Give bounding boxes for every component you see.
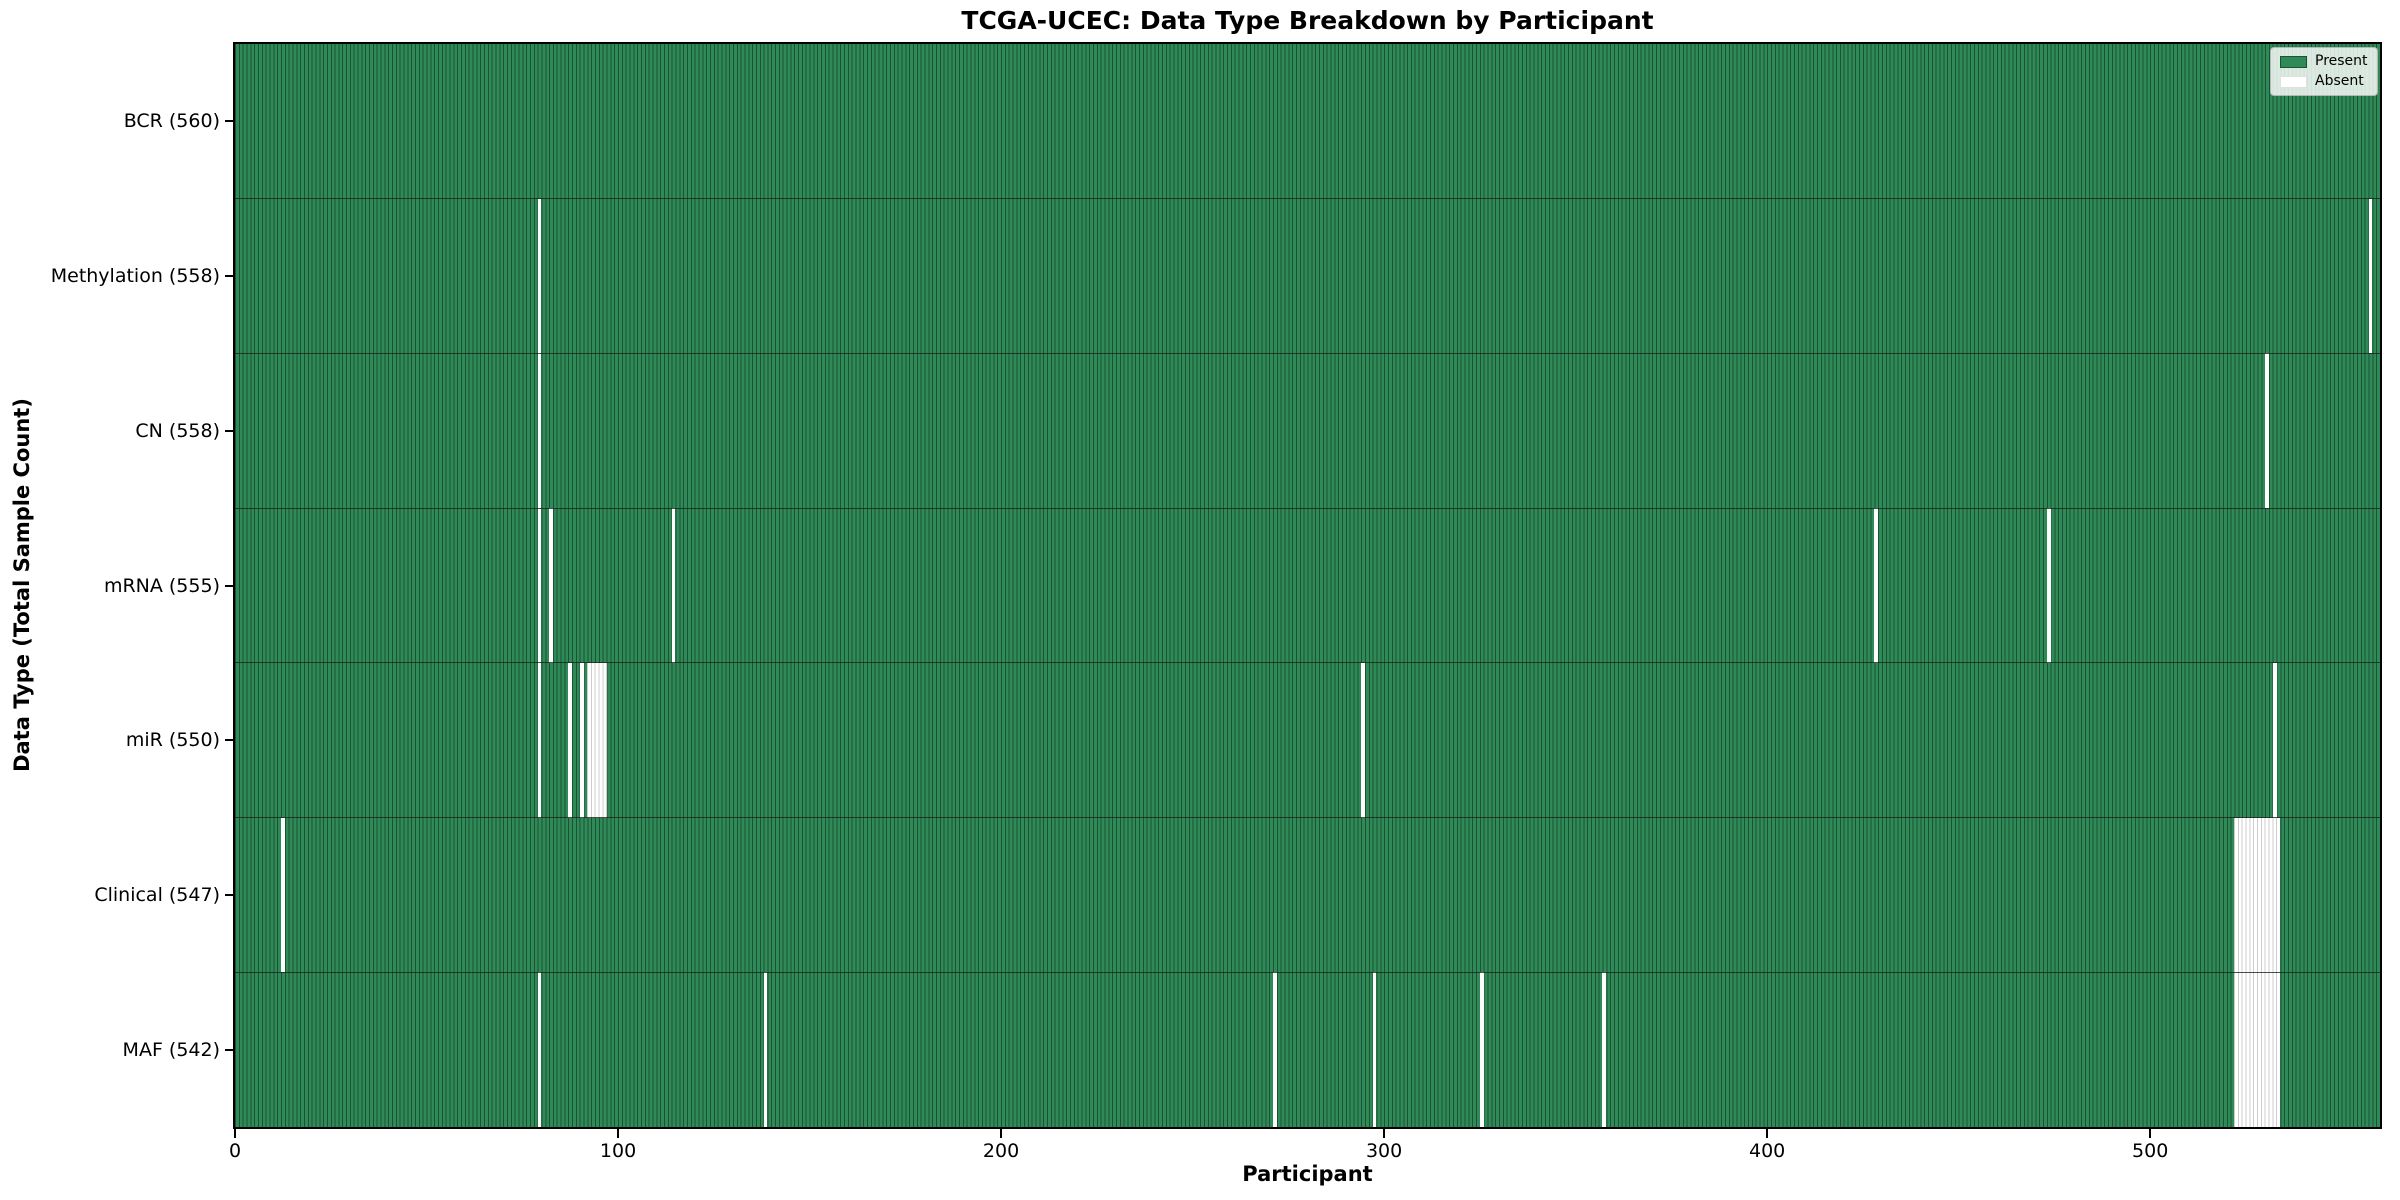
absent-swatch-icon	[2280, 75, 2307, 88]
absent-gap	[2234, 972, 2281, 1127]
absent-gap	[1273, 972, 1277, 1127]
row-separator	[235, 507, 2380, 509]
xtick-mark	[1000, 1129, 1003, 1138]
ytick-label-Methylation: Methylation (558)	[50, 265, 220, 288]
absent-gap	[579, 662, 584, 818]
legend-absent-label: Absent	[2315, 73, 2364, 89]
xtick-mark	[234, 1129, 236, 1138]
legend-present-label: Present	[2315, 53, 2368, 69]
absent-gap	[1372, 972, 1377, 1127]
absent-gap	[537, 353, 542, 509]
absent-gap	[537, 198, 542, 354]
row-miR	[235, 662, 2380, 818]
absent-gap	[671, 508, 676, 663]
absent-gap	[2046, 508, 2051, 663]
ytick-label-Clinical: Clinical (547)	[94, 883, 220, 906]
legend-entry-present: Present	[2280, 54, 2368, 69]
xtick-mark	[2149, 1129, 2152, 1138]
ytick-label-mRNA: mRNA (555)	[103, 574, 220, 597]
absent-gap	[549, 508, 553, 663]
present-swatch-icon	[2280, 55, 2307, 68]
row-separator	[235, 662, 2380, 664]
row-separator	[235, 198, 2380, 200]
ytick-mark	[225, 739, 233, 742]
legend: Present Absent	[2270, 47, 2378, 96]
ytick-mark	[225, 1048, 233, 1051]
absent-gap	[2265, 353, 2269, 509]
absent-gap	[1874, 508, 1879, 663]
legend-entry-absent: Absent	[2280, 74, 2368, 89]
row-separator	[235, 817, 2380, 819]
ytick-label-miR: miR (550)	[125, 729, 220, 752]
absent-gap	[537, 662, 542, 818]
xtick-mark	[617, 1129, 620, 1138]
plot-area	[233, 42, 2382, 1129]
xtick-label-400: 400	[1749, 1140, 1786, 1162]
ytick-label-MAF: MAF (542)	[122, 1038, 220, 1061]
chart-title: TCGA-UCEC: Data Type Breakdown by Partic…	[961, 6, 1654, 35]
row-CN	[235, 353, 2380, 509]
absent-gap	[587, 662, 607, 818]
row-Clinical	[235, 817, 2380, 973]
row-MAF	[235, 972, 2380, 1127]
absent-gap	[1479, 972, 1484, 1127]
row-BCR	[235, 44, 2380, 199]
absent-gap	[2368, 198, 2373, 354]
absent-gap	[2234, 817, 2281, 973]
ytick-mark	[225, 893, 233, 896]
xtick-mark	[1383, 1129, 1386, 1138]
absent-gap	[280, 817, 285, 973]
ytick-mark	[225, 275, 233, 278]
absent-gap	[537, 972, 542, 1127]
absent-gap	[1602, 972, 1607, 1127]
absent-gap	[537, 508, 542, 663]
xtick-label-200: 200	[982, 1140, 1020, 1162]
xtick-mark	[1766, 1129, 1769, 1138]
xtick-label-100: 100	[599, 1140, 637, 1162]
row-separator	[235, 971, 2380, 973]
ytick-label-BCR: BCR (560)	[123, 110, 220, 133]
xtick-label-300: 300	[1365, 1140, 1403, 1162]
absent-gap	[568, 662, 573, 818]
absent-gap	[1361, 662, 1365, 818]
ytick-mark	[225, 120, 233, 123]
ytick-label-CN: CN (558)	[135, 419, 220, 442]
row-mRNA	[235, 508, 2380, 663]
xtick-label-500: 500	[2132, 1140, 2169, 1162]
row-separator	[235, 352, 2380, 354]
row-Methylation	[235, 198, 2380, 354]
xtick-label-0: 0	[228, 1140, 242, 1162]
absent-gap	[763, 972, 768, 1127]
ytick-mark	[225, 584, 233, 587]
x-axis-label: Participant	[1242, 1162, 1373, 1186]
ytick-mark	[225, 429, 233, 432]
absent-gap	[2272, 662, 2277, 818]
